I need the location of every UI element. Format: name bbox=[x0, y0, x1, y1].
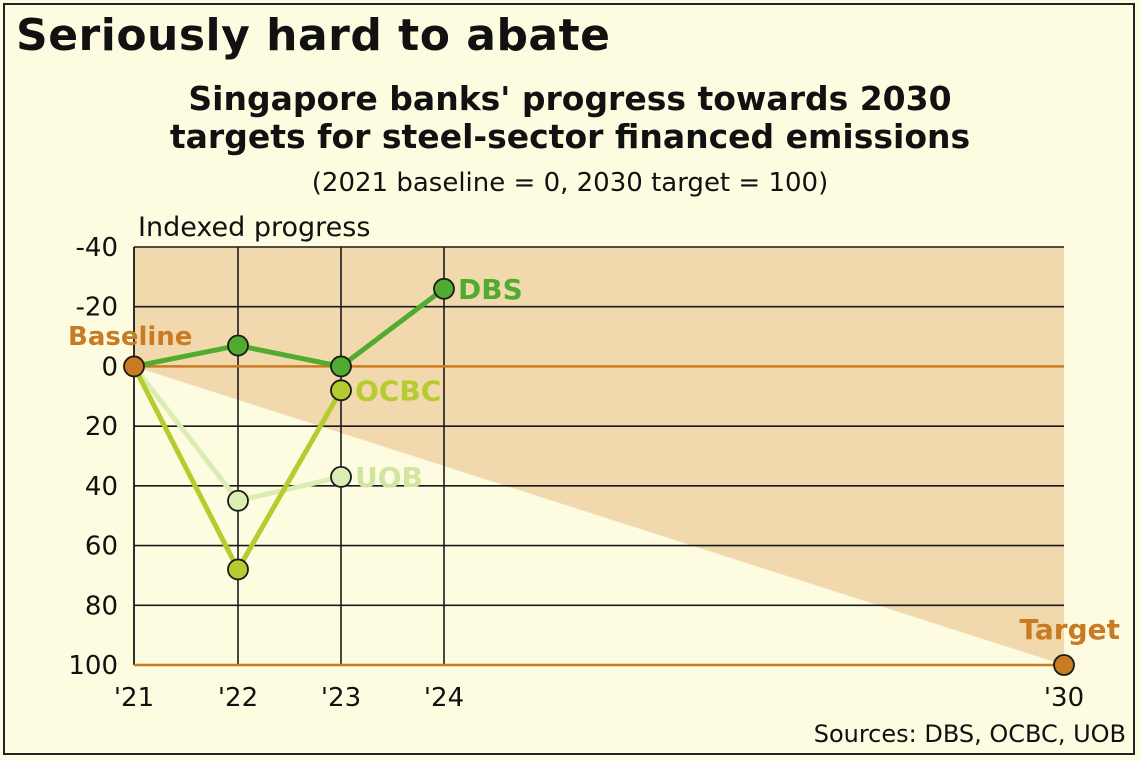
chart-title-line2: targets for steel-sector financed emissi… bbox=[169, 117, 971, 156]
chart-title: Singapore banks' progress towards 2030 t… bbox=[0, 80, 1140, 156]
series-label-ocbc: OCBC bbox=[355, 374, 441, 407]
x-tick-label: '21 bbox=[114, 683, 154, 713]
baseline-label: Baseline bbox=[68, 322, 192, 352]
y-tick-label: -40 bbox=[76, 233, 118, 263]
y-tick-label: 100 bbox=[68, 651, 118, 681]
chart-subtitle: (2021 baseline = 0, 2030 target = 100) bbox=[311, 168, 829, 198]
x-tick-label: '30 bbox=[1044, 683, 1084, 713]
chart-title-line1: Singapore banks' progress towards 2030 bbox=[188, 79, 952, 118]
target-band bbox=[134, 247, 1064, 665]
y-tick-label: 60 bbox=[85, 532, 118, 562]
x-tick-label: '24 bbox=[424, 683, 464, 713]
y-tick-label: 0 bbox=[101, 352, 118, 382]
target-label: Target bbox=[1019, 613, 1120, 646]
data-point-ocbc bbox=[330, 379, 352, 402]
x-tick-label: '22 bbox=[218, 683, 258, 713]
baseline-point bbox=[123, 355, 145, 378]
x-tick-label: '23 bbox=[321, 683, 361, 713]
data-point-ocbc bbox=[227, 558, 249, 581]
data-point-uob bbox=[330, 465, 352, 488]
target-point bbox=[1053, 654, 1075, 676]
y-tick-label: -20 bbox=[76, 293, 118, 323]
series-line-dbs bbox=[133, 286, 446, 369]
series-label-dbs: DBS bbox=[458, 273, 523, 306]
y-tick-label: 40 bbox=[85, 472, 118, 502]
data-point-dbs bbox=[227, 334, 249, 357]
source-note: Sources: DBS, OCBC, UOB bbox=[813, 720, 1126, 748]
data-point-uob bbox=[227, 489, 249, 512]
data-point-dbs bbox=[330, 355, 352, 378]
y-tick-label: 20 bbox=[85, 412, 118, 442]
data-point-dbs bbox=[433, 277, 455, 300]
y-axis-title: Indexed progress bbox=[138, 212, 370, 243]
headline: Seriously hard to abate bbox=[16, 10, 611, 61]
series-label-uob: UOB bbox=[355, 461, 423, 494]
y-tick-label: 80 bbox=[85, 591, 118, 621]
